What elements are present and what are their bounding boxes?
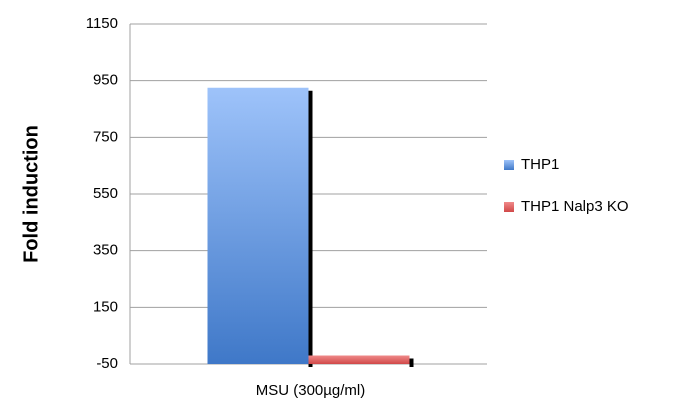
y-tick-label: 750 <box>93 128 118 145</box>
legend-label: THP1 <box>521 156 559 173</box>
y-tick-label: 350 <box>93 242 118 259</box>
y-tick-label: 950 <box>93 72 118 89</box>
legend-swatch <box>504 202 514 212</box>
bar <box>207 87 309 364</box>
bar-shadow <box>308 90 313 367</box>
y-tick-label: 550 <box>93 185 118 202</box>
bar-shadow <box>409 358 414 367</box>
y-tick-label: -50 <box>96 355 118 372</box>
y-tick-label: 150 <box>93 298 118 315</box>
legend-label: THP1 Nalp3 KO <box>521 198 629 215</box>
x-tick-label: MSU (300µg/ml) <box>256 382 366 399</box>
y-tick-label: 1150 <box>86 15 118 32</box>
bar <box>308 355 410 364</box>
y-axis-title: Fold induction <box>20 125 42 263</box>
legend-swatch <box>504 160 514 170</box>
